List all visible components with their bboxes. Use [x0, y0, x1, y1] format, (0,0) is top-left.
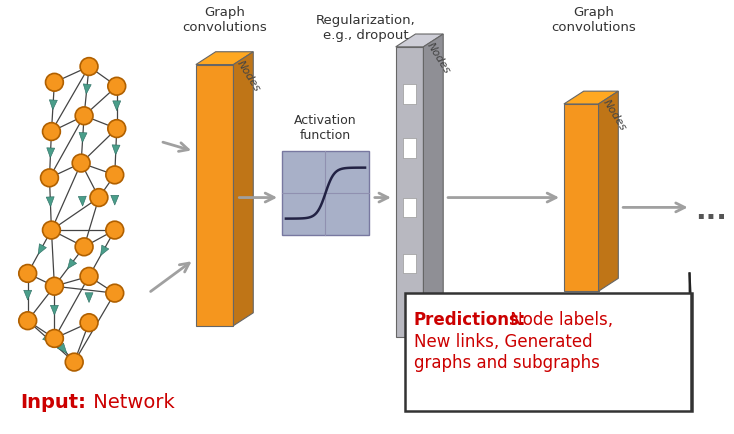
- Polygon shape: [47, 148, 55, 158]
- Circle shape: [90, 189, 108, 207]
- Polygon shape: [111, 196, 119, 206]
- Circle shape: [43, 222, 60, 240]
- Circle shape: [106, 167, 123, 184]
- Circle shape: [65, 353, 83, 371]
- Text: ...: ...: [696, 197, 727, 225]
- Text: Nodes: Nodes: [426, 40, 452, 75]
- Polygon shape: [403, 198, 416, 218]
- Text: Nodes: Nodes: [600, 98, 628, 132]
- Polygon shape: [51, 306, 59, 316]
- Polygon shape: [403, 85, 416, 105]
- Circle shape: [108, 121, 126, 138]
- Circle shape: [46, 278, 63, 296]
- Polygon shape: [68, 259, 76, 269]
- Polygon shape: [424, 35, 443, 338]
- FancyBboxPatch shape: [282, 152, 369, 236]
- Text: Graph
convolutions: Graph convolutions: [182, 6, 267, 34]
- Text: Input:: Input:: [20, 392, 86, 411]
- Polygon shape: [598, 92, 618, 292]
- Polygon shape: [85, 293, 93, 303]
- Text: Graph
convolutions: Graph convolutions: [551, 6, 636, 34]
- Circle shape: [40, 170, 59, 187]
- Polygon shape: [43, 334, 53, 343]
- Circle shape: [46, 330, 63, 348]
- Circle shape: [80, 59, 98, 76]
- Polygon shape: [79, 133, 87, 143]
- Circle shape: [43, 123, 60, 141]
- Polygon shape: [403, 254, 416, 274]
- Polygon shape: [403, 139, 416, 159]
- Polygon shape: [83, 85, 91, 95]
- Polygon shape: [196, 53, 253, 66]
- Text: graphs and subgraphs: graphs and subgraphs: [413, 353, 600, 372]
- Circle shape: [46, 74, 63, 92]
- Circle shape: [80, 268, 98, 286]
- Circle shape: [106, 222, 123, 240]
- Polygon shape: [113, 102, 121, 112]
- Text: Predictions:: Predictions:: [413, 310, 526, 328]
- Polygon shape: [23, 291, 32, 300]
- Polygon shape: [396, 35, 443, 48]
- Text: Node labels,: Node labels,: [504, 310, 613, 328]
- Polygon shape: [564, 105, 598, 292]
- Polygon shape: [57, 343, 67, 353]
- Polygon shape: [564, 92, 618, 105]
- Polygon shape: [38, 244, 46, 255]
- Text: Activation
function: Activation function: [294, 114, 357, 142]
- Polygon shape: [79, 197, 87, 207]
- Polygon shape: [49, 101, 57, 111]
- Text: Nodes: Nodes: [236, 58, 263, 93]
- FancyBboxPatch shape: [404, 293, 691, 411]
- Polygon shape: [112, 145, 120, 155]
- Circle shape: [75, 108, 93, 125]
- Polygon shape: [396, 48, 424, 338]
- Text: Network: Network: [87, 392, 175, 411]
- Polygon shape: [101, 246, 109, 256]
- Circle shape: [108, 78, 126, 96]
- Polygon shape: [196, 66, 233, 326]
- Polygon shape: [46, 197, 54, 207]
- Circle shape: [80, 314, 98, 332]
- Text: New links, Generated: New links, Generated: [413, 332, 592, 350]
- Circle shape: [106, 285, 123, 302]
- Circle shape: [75, 238, 93, 256]
- Circle shape: [72, 155, 90, 173]
- Circle shape: [19, 312, 37, 330]
- Circle shape: [19, 265, 37, 283]
- Polygon shape: [233, 53, 253, 326]
- Text: Regularization,
e.g., dropout: Regularization, e.g., dropout: [316, 14, 416, 42]
